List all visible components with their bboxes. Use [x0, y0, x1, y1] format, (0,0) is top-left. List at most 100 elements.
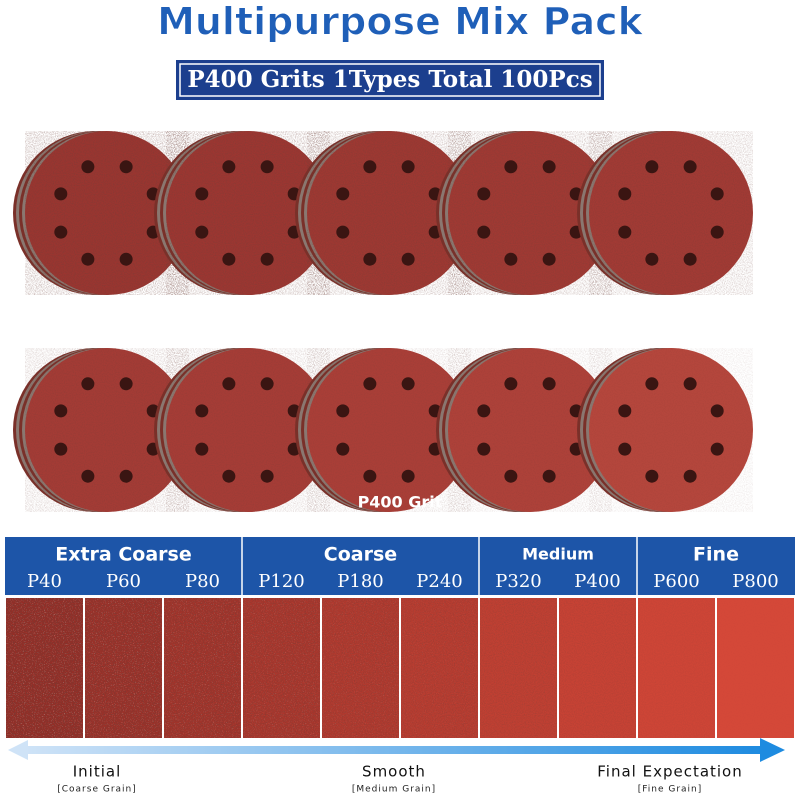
disc-hole: [542, 252, 556, 266]
swatch-grain: [638, 598, 715, 738]
disc-hole: [710, 225, 724, 239]
disc-hole: [222, 160, 236, 174]
grit-label: P60: [106, 571, 141, 592]
scale-label: Smooth: [362, 763, 426, 781]
disc-hole: [363, 377, 377, 391]
disc-hole: [618, 404, 632, 418]
group-name: Medium: [522, 545, 594, 564]
grit-label: P80: [185, 571, 220, 592]
subtitle: P400 Grits 1Types Total 100Pcs: [187, 66, 592, 93]
disc-hole: [195, 442, 209, 456]
swatch-grain-light: [85, 598, 162, 738]
disc-hole: [477, 187, 491, 201]
grit-label: P320: [495, 571, 541, 592]
disc-grain: [166, 131, 330, 295]
scale-label: Final Expectation: [597, 763, 743, 781]
disc-hole: [195, 225, 209, 239]
group-name: Extra Coarse: [55, 544, 192, 566]
disc-hole: [336, 187, 350, 201]
disc-hole: [336, 442, 350, 456]
disc-hole: [119, 469, 133, 483]
subtitle-box: [176, 60, 604, 100]
disc-hole: [477, 404, 491, 418]
disc-hole: [119, 377, 133, 391]
disc-hole: [683, 377, 697, 391]
disc-hole: [222, 252, 236, 266]
disc-hole: [401, 377, 415, 391]
disc-hole: [222, 377, 236, 391]
grit-label: P40: [27, 571, 62, 592]
disc-hole: [54, 404, 68, 418]
subtitle-frame: [179, 63, 601, 97]
disc-grain: [589, 348, 753, 512]
disc-hole: [336, 404, 350, 418]
swatch-grain-light: [6, 598, 83, 738]
disc-hole: [260, 469, 274, 483]
disc-hole: [683, 160, 697, 174]
disc-hole: [54, 442, 68, 456]
disc-hole: [618, 187, 632, 201]
disc-hole: [401, 252, 415, 266]
title: Multipurpose Mix Pack: [157, 0, 644, 44]
scale-note: [Medium Grain]: [352, 785, 436, 795]
disc-hole: [260, 160, 274, 174]
disc-hole: [710, 187, 724, 201]
disc-hole: [195, 187, 209, 201]
disc-grain: [25, 131, 189, 295]
disc-hole: [477, 225, 491, 239]
disc-hole: [683, 469, 697, 483]
disc-hole: [363, 252, 377, 266]
disc-grain: [307, 348, 471, 512]
disc-hole: [504, 160, 518, 174]
disc-hole: [542, 377, 556, 391]
disc-grain: [448, 131, 612, 295]
disc-hole: [54, 187, 68, 201]
disc-hole: [195, 404, 209, 418]
disc-hole: [645, 252, 659, 266]
swatch-grain-light: [480, 598, 557, 738]
group-name: Coarse: [324, 544, 397, 566]
disc-hole: [401, 160, 415, 174]
disc-label: P400 Grit: [358, 493, 443, 512]
disc-hole: [54, 225, 68, 239]
scale-label: Initial: [73, 763, 122, 781]
disc-grain: [25, 348, 189, 512]
disc-hole: [119, 160, 133, 174]
disc-hole: [336, 225, 350, 239]
scale-note: [Coarse Grain]: [57, 785, 137, 795]
disc-hole: [81, 469, 95, 483]
grit-label: P400: [574, 571, 620, 592]
grit-header: [5, 537, 795, 595]
disc-hole: [81, 377, 95, 391]
disc-hole: [710, 404, 724, 418]
disc-grain: [589, 131, 753, 295]
grit-label: P600: [653, 571, 699, 592]
disc-hole: [81, 252, 95, 266]
group-name: Fine: [693, 544, 739, 566]
grit-label: P120: [258, 571, 304, 592]
swatch-grain-light: [401, 598, 478, 738]
arrow-head-left: [8, 740, 28, 760]
disc-hole: [504, 377, 518, 391]
disc-hole: [363, 160, 377, 174]
disc-hole: [504, 252, 518, 266]
disc-grain: [166, 348, 330, 512]
disc-hole: [645, 469, 659, 483]
arrow-head-right: [760, 738, 785, 762]
scale-note: [Fine Grain]: [638, 785, 703, 795]
grit-label: P240: [416, 571, 462, 592]
disc-hole: [477, 442, 491, 456]
swatch-grain-light: [164, 598, 241, 738]
disc-hole: [645, 377, 659, 391]
disc-hole: [81, 160, 95, 174]
disc-hole: [504, 469, 518, 483]
disc-hole: [618, 442, 632, 456]
disc-hole: [683, 252, 697, 266]
disc-grain: [307, 131, 471, 295]
disc-hole: [260, 377, 274, 391]
disc-grain: [448, 348, 612, 512]
swatch-grain: [717, 598, 794, 738]
swatch-grain-light: [243, 598, 320, 738]
disc-hole: [542, 469, 556, 483]
